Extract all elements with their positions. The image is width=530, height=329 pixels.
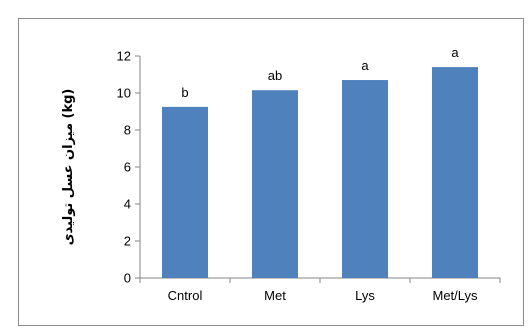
x-tick-label: Lys	[355, 288, 375, 303]
y-tick-label: 4	[124, 197, 131, 212]
bar-data-label: b	[181, 85, 188, 100]
y-tick-label: 2	[124, 234, 131, 249]
y-tick-label: 6	[124, 160, 131, 175]
bars	[162, 67, 478, 278]
bar-cntrol	[162, 106, 208, 278]
bar-met	[252, 90, 298, 278]
y-tick-label: 0	[124, 271, 131, 286]
bar-met-lys	[432, 67, 478, 278]
bar-data-label: ab	[268, 68, 282, 83]
x-tick-label: Cntrol	[168, 288, 203, 303]
x-tick-label: Met	[264, 288, 286, 303]
x-axis: Cntrol Met Lys Met/Lys	[139, 277, 501, 303]
bar-data-label: a	[361, 58, 369, 73]
y-tick-label: 8	[124, 123, 131, 138]
bar-data-label: a	[451, 45, 459, 60]
y-axis: 0 2 4 6 8 10 12	[117, 49, 141, 286]
y-axis-title: میزان عسل تولیدی (kg)	[61, 89, 76, 246]
y-tick-label: 12	[117, 49, 131, 64]
data-labels: b ab a a	[181, 45, 459, 100]
x-tick-label: Met/Lys	[432, 288, 478, 303]
y-tick-label: 10	[117, 86, 131, 101]
bar-lys	[342, 80, 388, 278]
